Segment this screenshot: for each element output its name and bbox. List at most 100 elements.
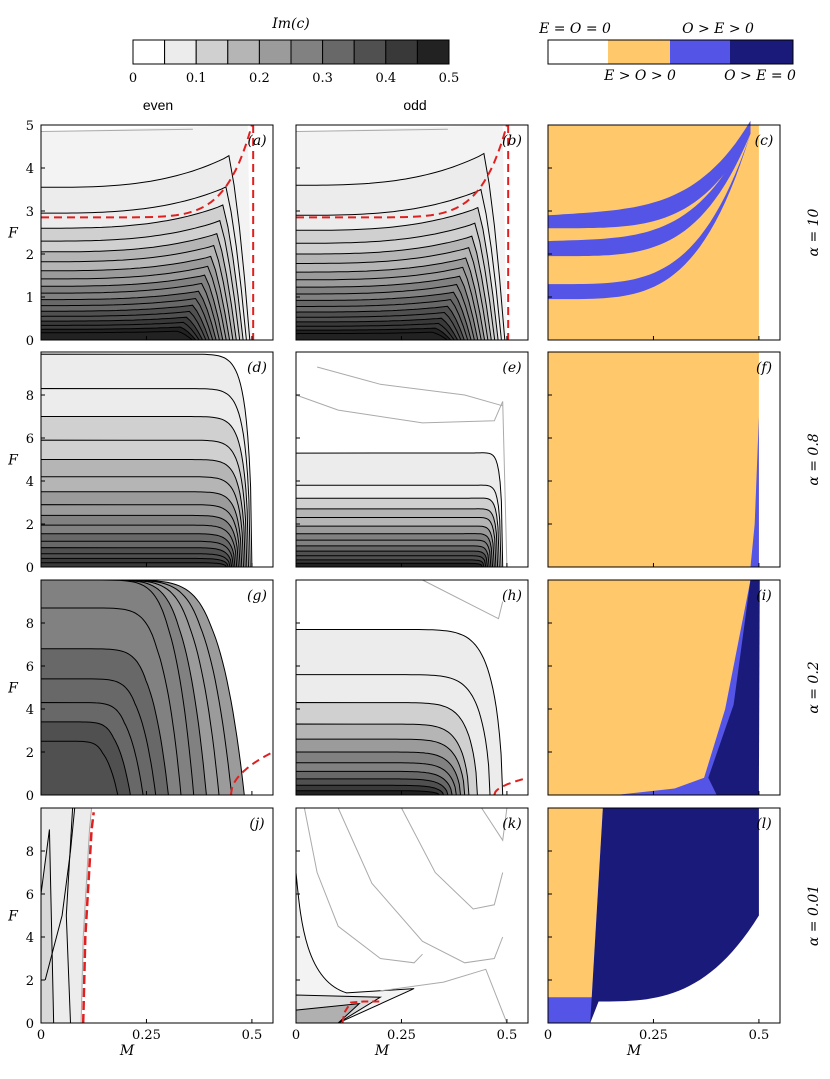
region-blue-band xyxy=(548,120,751,229)
contour-line xyxy=(401,807,504,910)
legend-label: O > E = 0 xyxy=(724,68,796,84)
y-tick-label: 1 xyxy=(26,291,34,306)
contour-line xyxy=(316,366,503,407)
critical-curve-dashed xyxy=(296,124,508,219)
contour-level xyxy=(295,562,484,568)
classification-plot xyxy=(548,352,780,567)
panel-label: (e) xyxy=(502,360,521,376)
panel-label: (k) xyxy=(502,816,521,832)
critical-curve-dashed xyxy=(493,776,529,796)
contour-level xyxy=(295,790,441,796)
y-axis-label: F xyxy=(7,226,19,242)
y-tick-label: 6 xyxy=(26,888,34,903)
x-tick-label: 0.25 xyxy=(387,1028,416,1043)
contour-line xyxy=(65,807,74,1024)
y-axis-label: F xyxy=(7,453,19,469)
x-tick-label: 0 xyxy=(292,1028,300,1043)
colorbar-swatch xyxy=(227,39,260,65)
region-yellow xyxy=(548,352,780,567)
colorbar-swatch xyxy=(416,39,450,65)
contour-level xyxy=(40,562,228,568)
contour-line xyxy=(481,807,508,842)
contour-line xyxy=(422,579,504,620)
region-white xyxy=(758,125,780,340)
contour-plot xyxy=(295,352,528,568)
panel-label: (j) xyxy=(249,816,264,832)
panel-frame xyxy=(547,124,781,341)
panel-frame xyxy=(295,124,529,341)
panel-label: (a) xyxy=(247,133,266,149)
contour-plot xyxy=(295,124,528,341)
region-navy xyxy=(590,808,759,1023)
panel-label: (i) xyxy=(756,588,771,604)
contour-plot xyxy=(40,807,273,1024)
y-tick-label: 8 xyxy=(26,845,34,860)
panel-frame xyxy=(40,579,274,796)
x-tick-label: 0.5 xyxy=(749,1028,770,1043)
contour-level xyxy=(295,872,415,1024)
colorbar-tick-label: 0.4 xyxy=(375,71,396,86)
y-tick-label: 6 xyxy=(26,432,34,447)
x-tick-label: 0.25 xyxy=(639,1028,668,1043)
y-tick-label: 3 xyxy=(26,205,34,220)
column-title-even: even xyxy=(143,97,173,113)
critical-curve-dashed xyxy=(41,124,253,219)
column-title-odd: odd xyxy=(403,97,426,113)
region-white xyxy=(758,352,780,567)
colorbar-swatch xyxy=(195,39,229,65)
critical-curve-dashed xyxy=(229,751,274,796)
y-axis-label: F xyxy=(7,909,19,925)
x-tick-label: 0.5 xyxy=(242,1028,263,1043)
panel-frame xyxy=(547,807,781,1024)
contour-line xyxy=(44,807,76,981)
y-tick-label: 8 xyxy=(26,617,34,632)
y-tick-label: 4 xyxy=(26,475,34,490)
critical-curve-dashed xyxy=(341,1000,381,1024)
x-tick-label: 0.5 xyxy=(497,1028,518,1043)
legend-label: O > E > 0 xyxy=(682,21,754,37)
region-white xyxy=(758,580,780,795)
panel-frame xyxy=(295,579,529,796)
panel-frame xyxy=(295,351,529,568)
y-tick-label: 8 xyxy=(26,389,34,404)
y-tick-label: 6 xyxy=(26,660,34,675)
classification-plot xyxy=(548,120,780,340)
colorbar-tick-label: 0.2 xyxy=(249,71,270,86)
colorbar-title: Im(c) xyxy=(271,16,310,32)
colorbar-swatch xyxy=(258,39,292,65)
y-axis-label: F xyxy=(7,681,19,697)
y-tick-label: 0 xyxy=(26,561,34,576)
y-tick-label: 4 xyxy=(26,703,34,718)
contour-line xyxy=(380,968,508,1024)
x-tick-label: 0.25 xyxy=(132,1028,161,1043)
y-tick-label: 2 xyxy=(26,518,34,533)
x-axis-label: M xyxy=(626,1043,642,1059)
row-alpha-label: α = 10 xyxy=(806,208,822,256)
contour-level xyxy=(40,740,119,796)
contour-plot xyxy=(295,579,529,796)
contour-plot xyxy=(40,579,274,796)
y-tick-label: 2 xyxy=(26,974,34,989)
panel-label: (g) xyxy=(247,588,267,604)
x-tick-label: 0 xyxy=(544,1028,552,1043)
critical-curve-dashed xyxy=(81,812,95,1024)
colorbar-tick-label: 0 xyxy=(129,71,137,86)
contour-line xyxy=(295,394,508,568)
colorbar-tick-label: 0.1 xyxy=(186,71,207,86)
region-blue xyxy=(548,997,599,1023)
y-tick-label: 4 xyxy=(26,931,34,946)
colorbar-swatch xyxy=(164,39,197,65)
legend-swatch xyxy=(608,40,670,64)
colorbar-swatch xyxy=(353,39,387,65)
panel-frame xyxy=(547,351,781,568)
legend-swatch xyxy=(670,40,730,64)
legend-swatch xyxy=(548,40,608,64)
contour-line xyxy=(337,807,504,964)
contour-line xyxy=(80,807,93,1024)
legend-frame xyxy=(547,39,794,65)
panel-frame xyxy=(40,124,274,341)
y-tick-label: 2 xyxy=(26,746,34,761)
y-tick-label: 0 xyxy=(26,334,34,349)
panel-label: (l) xyxy=(756,816,771,832)
